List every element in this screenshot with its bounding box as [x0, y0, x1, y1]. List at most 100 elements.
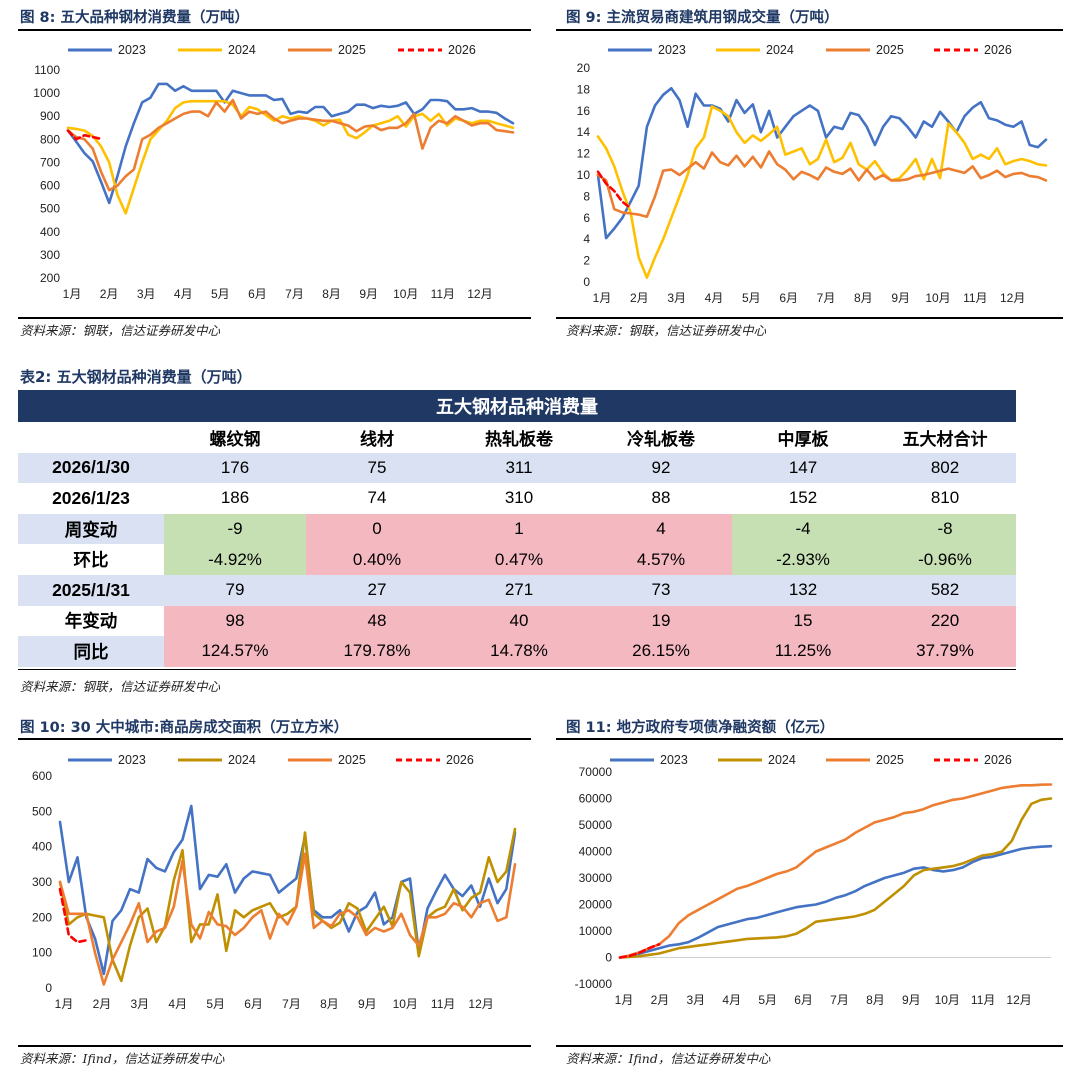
cell: 147	[788, 457, 818, 477]
cell: 186	[220, 488, 250, 508]
series-line-2023	[66, 82, 515, 205]
fig9-chart: 0 2 4 6 8 10 12 14 16 18 20 1月 2月 3月 4月 5月 6月 7月 8月 9月 10月 11…	[577, 43, 1048, 305]
y-tick-label: 14	[577, 125, 591, 139]
cell: -2.93%	[732, 544, 874, 575]
x-tick-label: 7月	[817, 291, 836, 305]
x-tick-label: 7月	[285, 287, 304, 301]
x-tick-label: 11月	[963, 291, 987, 305]
series-line-2025	[596, 150, 1048, 218]
cell: -4.92%	[164, 544, 306, 575]
col-header: 冷轧板卷	[590, 422, 732, 453]
y-tick-label: 900	[40, 109, 60, 123]
x-tick-label: 3月	[137, 287, 156, 301]
x-tick-label: 5月	[742, 291, 761, 305]
x-tick-label: 8月	[854, 291, 873, 305]
fig8-chart: 200 300 400 500 600 700 800 900 1000 1100 1月 2月 3月 4月…	[33, 43, 515, 301]
x-tick-label: 10月	[393, 287, 418, 301]
x-tick-label: 8月	[320, 997, 339, 1011]
x-tick-label: 9月	[902, 993, 921, 1007]
y-tick-label: 700	[40, 155, 60, 169]
y-tick-label: 1100	[34, 63, 60, 77]
cell: 26.15%	[590, 636, 732, 667]
fig10-chart: 0 100 200 300 400 500 600 1月 2月 3月 4月 5月 6月 7月 8月 9月 10月…	[32, 753, 517, 1011]
x-tick-label: 11月	[431, 997, 455, 1011]
x-tick-label: 5月	[758, 993, 777, 1007]
y-tick-label: 30000	[579, 871, 613, 885]
cell: 48	[306, 605, 448, 637]
x-tick-label: 9月	[891, 291, 910, 305]
x-tick-label: 6月	[244, 997, 263, 1011]
y-tick-label: 10000	[579, 924, 613, 938]
x-tick-label: 5月	[206, 997, 225, 1011]
fig9-top-rule	[556, 29, 1063, 31]
x-tick-label: 4月	[722, 993, 741, 1007]
cell: 75	[367, 457, 387, 477]
y-tick-label: 50000	[579, 818, 613, 832]
cell: -9	[164, 513, 306, 545]
x-tick-label: 11月	[971, 993, 995, 1007]
x-tick-label: 1月	[593, 291, 612, 305]
table-row: 环比 -4.92% 0.40% 0.47% 4.57% -2.93% -0.96…	[18, 544, 1017, 575]
y-tick-label: 40000	[579, 845, 613, 859]
cell: 176	[220, 457, 250, 477]
x-tick-label: 1月	[55, 997, 74, 1011]
cell: 98	[164, 605, 306, 637]
col-header: 螺纹钢	[164, 422, 306, 453]
y-tick-label: 8	[583, 189, 590, 203]
fig8-top-rule	[18, 29, 531, 31]
cell: 4	[590, 513, 732, 545]
x-tick-label: 3月	[686, 993, 705, 1007]
x-tick-label: 8月	[322, 287, 341, 301]
x-tick-label: 4月	[705, 291, 724, 305]
fig10-source: 资料来源：Ifind，信达证券研发中心	[20, 1051, 225, 1066]
table-row: 同比 124.57% 179.78% 14.78% 26.15% 11.25% …	[18, 636, 1017, 667]
x-tick-label: 12月	[468, 997, 493, 1011]
cell: 311	[505, 457, 533, 477]
legend-label-2023: 2023	[118, 753, 146, 767]
y-tick-label: 70000	[579, 765, 613, 779]
x-tick-label: 1月	[615, 993, 634, 1007]
legend-label-2024: 2024	[228, 753, 256, 767]
col-header: 线材	[306, 422, 448, 453]
cell: 810	[930, 488, 960, 508]
y-tick-label: 0	[45, 981, 52, 995]
series-line-2024	[618, 797, 1053, 959]
legend-label-2025: 2025	[876, 43, 904, 57]
table2-corner	[18, 422, 164, 453]
cell: 19	[590, 605, 732, 637]
x-tick-label: 8月	[866, 993, 885, 1007]
cell: -4	[732, 513, 874, 545]
y-tick-label: 60000	[579, 792, 613, 806]
cell: 92	[651, 457, 671, 477]
x-tick-label: 4月	[168, 997, 187, 1011]
series-line-2025	[66, 98, 515, 192]
cell: 73	[651, 580, 671, 600]
row-label: 2026/1/30	[52, 457, 130, 478]
row-label: 年变动	[18, 605, 164, 637]
y-tick-label: 10	[577, 168, 591, 182]
cell: 74	[367, 488, 387, 508]
table-row: 2026/1/30 176 75 311 92 147 802	[18, 452, 1017, 484]
y-tick-label: 200	[32, 910, 52, 924]
fig11-source: 资料来源：Ifind，信达证券研发中心	[566, 1051, 771, 1066]
cell: 4.57%	[590, 544, 732, 575]
cell: 124.57%	[164, 636, 306, 667]
x-tick-label: 12月	[467, 287, 492, 301]
cell: 37.79%	[874, 636, 1017, 667]
y-tick-label: 500	[32, 804, 52, 818]
x-tick-label: 10月	[925, 291, 950, 305]
table2: 五大钢材品种消费量 螺纹钢 线材 热轧板卷 冷轧板卷 中厚板 五大材合计 202…	[18, 390, 1017, 667]
legend-label-2026: 2026	[984, 753, 1012, 767]
series-line-2023	[596, 86, 1048, 240]
cell: 0.40%	[306, 544, 448, 575]
fig8-bottom-rule	[18, 317, 531, 319]
table-row: 年变动 98 48 40 19 15 220	[18, 605, 1017, 637]
x-tick-label: 2月	[100, 287, 119, 301]
legend-label-2023: 2023	[118, 43, 146, 57]
cell: -0.96%	[874, 544, 1017, 575]
x-tick-label: 5月	[211, 287, 230, 301]
y-tick-label: 1000	[33, 86, 60, 100]
legend-label-2025: 2025	[876, 753, 904, 767]
y-tick-label: 600	[40, 179, 60, 193]
fig9-source: 资料来源：钢联，信达证券研发中心	[566, 323, 767, 338]
